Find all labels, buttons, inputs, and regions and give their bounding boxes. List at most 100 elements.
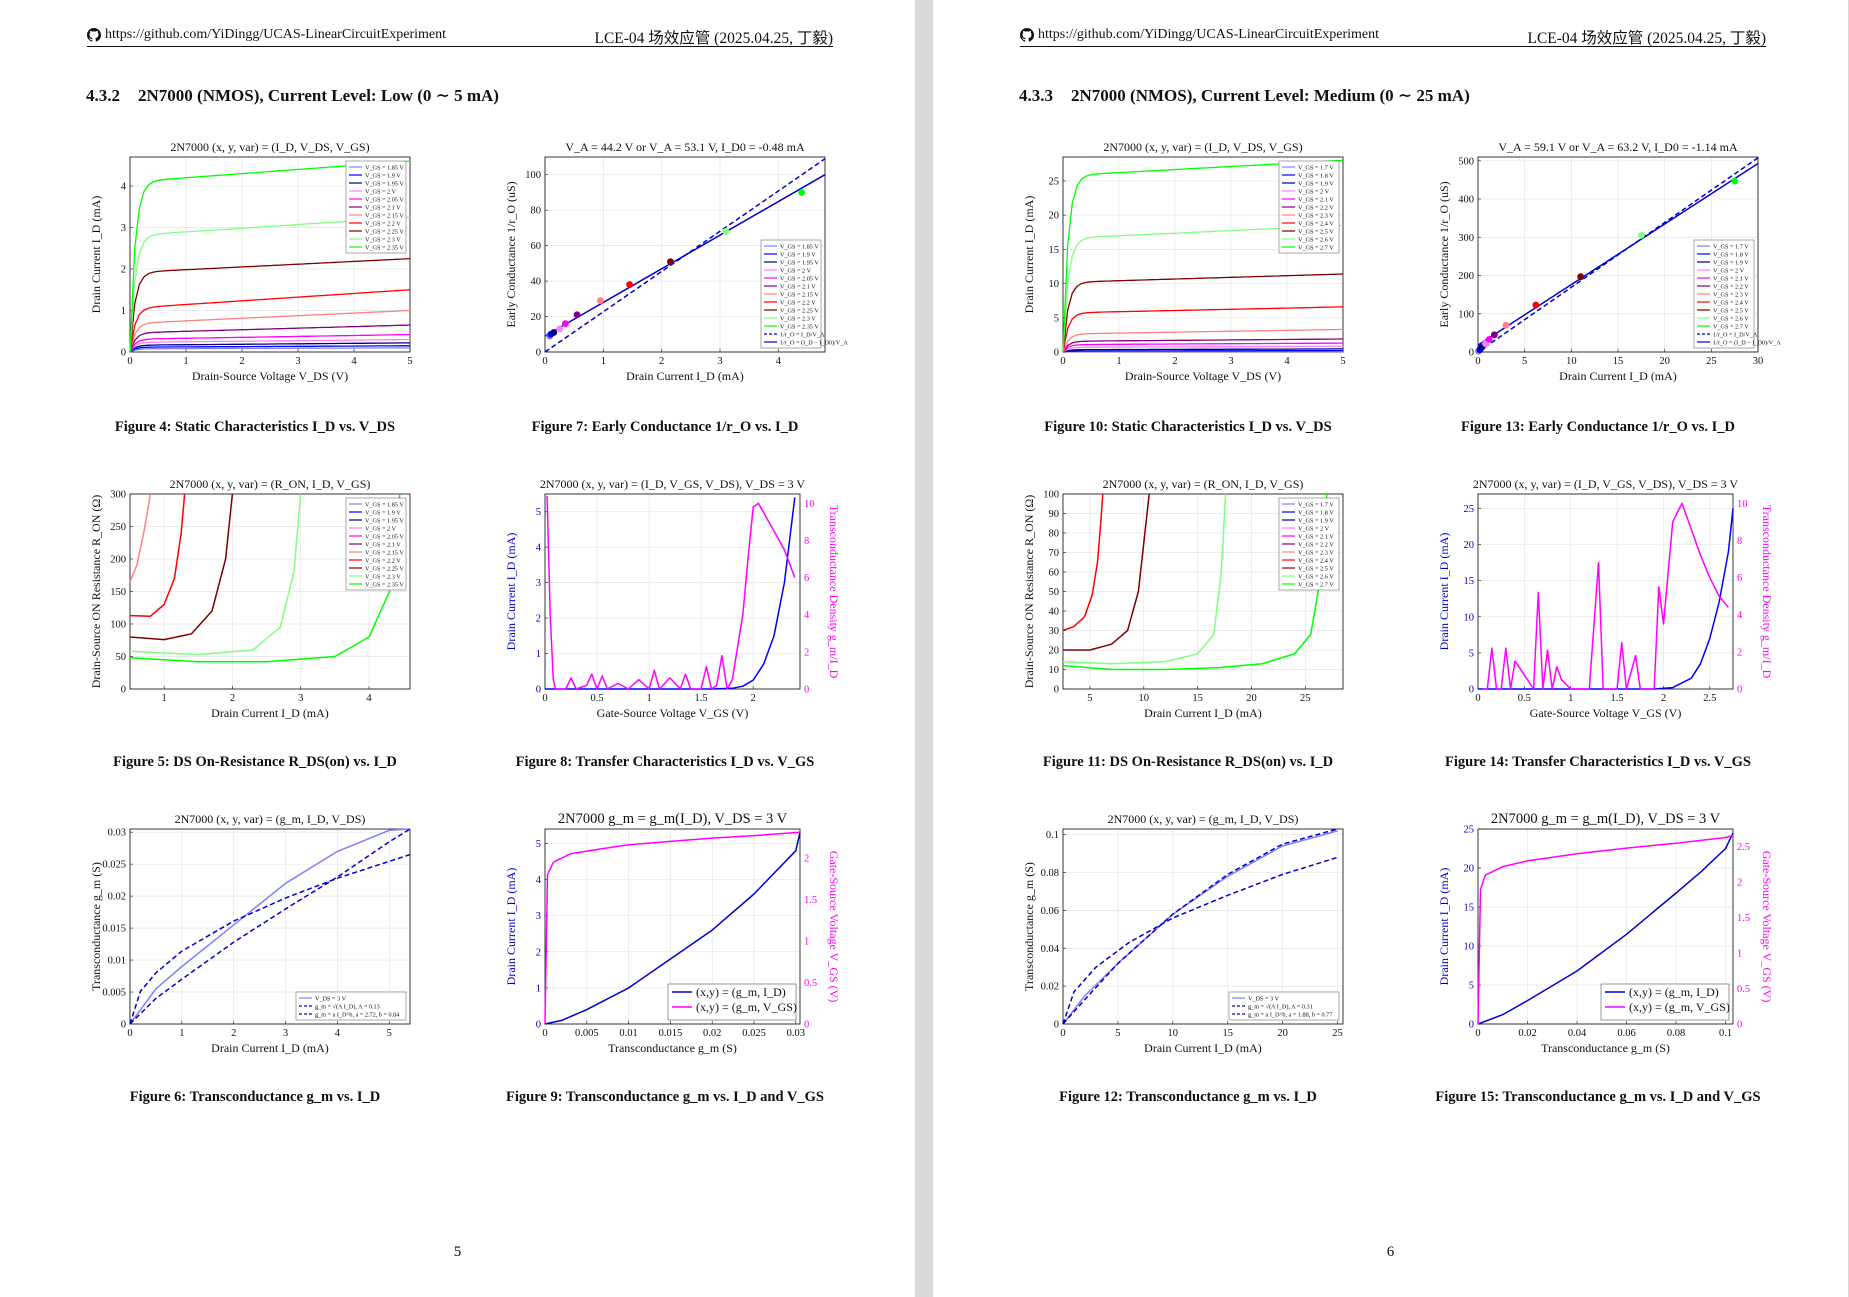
legend: V_GS = 1.7 VV_GS = 1.8 VV_GS = 1.9 VV_GS… (1278, 497, 1340, 591)
header-link[interactable]: https://github.com/YiDingg/UCAS-LinearCi… (87, 27, 446, 43)
header-link[interactable]: https://github.com/YiDingg/UCAS-LinearCi… (1020, 27, 1379, 43)
data-point (1502, 321, 1510, 329)
section-title: 2N7000 (NMOS), Current Level: Low (0 ∼ 5… (138, 86, 499, 105)
tick-label-y: 4 (121, 182, 127, 193)
section-number: 4.3.3 (1019, 86, 1053, 105)
tick-label-x: 1 (179, 1028, 184, 1039)
legend-entry: V_GS = 2 V (780, 268, 812, 275)
tick-label-x: 3 (295, 356, 300, 367)
tick-label-x: 5 (1522, 356, 1527, 367)
tick-label-x: 0 (1060, 1028, 1065, 1039)
chart-title: 2N7000 (x, y, var) = (g_m, I_D, V_DS) (175, 812, 366, 826)
series-group (1062, 493, 1328, 671)
tick-label-y2: 10 (804, 499, 815, 510)
tick-label-y: 100 (1458, 309, 1474, 320)
tick-label-y2: 8 (804, 536, 809, 547)
legend-entry: V_GS = 2 V (1713, 268, 1745, 275)
tick-label-x: 0.04 (1568, 1028, 1587, 1039)
legend-entry: V_GS = 2.2 V (1713, 284, 1749, 291)
tick-label-y: 25 (1049, 176, 1060, 187)
header-title: LCE-04 场效应管 (2025.04.25, 丁毅) (594, 30, 833, 47)
tick-label-x: 10 (1168, 1028, 1179, 1039)
tick-label-x: 4 (1284, 356, 1290, 367)
tick-label-y: 0.1 (1046, 830, 1059, 841)
chart-title: 2N7000 g_m = g_m(I_D), V_DS = 3 V (558, 811, 788, 827)
legend-entry: V_GS = 2.05 V (365, 534, 404, 541)
figure-4-chart: 0 1 2 3 4 5 0 1 2 3 4 2N7000 (x, y, var) = (I_D, V_… (89, 137, 420, 387)
legend-entry: V_GS = 1.9 V (1298, 518, 1334, 525)
legend-entry: V_GS = 2.1 V (1298, 197, 1334, 204)
section-heading: 4.3.3 2N7000 (NMOS), Current Level: Mediu… (1019, 86, 1470, 106)
legend-entry: V_GS = 2.15 V (780, 292, 819, 299)
tick-label-x: 0.5 (590, 693, 603, 704)
legend: V_GS = 1.7 VV_GS = 1.8 VV_GS = 1.9 VV_GS… (1693, 239, 1781, 349)
curve (544, 832, 801, 1025)
curve (1062, 342, 1343, 353)
tick-label-y: 0.06 (1041, 906, 1059, 917)
curve (129, 333, 411, 353)
tick-label-y: 60 (531, 241, 542, 252)
plot-frame (544, 828, 801, 1025)
tick-label-y: 0.01 (108, 956, 126, 967)
tick-label-x: 0.03 (787, 1028, 805, 1039)
tick-label-y2: 0.5 (804, 978, 817, 989)
tick-label-y: 10 (1464, 612, 1475, 623)
figure-7-caption: Figure 7: Early Conductance 1/r_O vs. I_… (531, 419, 799, 435)
y2-axis-label: Gate-Source Voltage V_GS (V) (1760, 851, 1774, 1003)
data-point (562, 320, 569, 328)
curve (1062, 856, 1338, 1025)
curve (129, 828, 411, 1025)
curve (546, 495, 796, 690)
tick-label-y2: 0 (1737, 685, 1742, 696)
tick-label-y2: 1 (804, 937, 809, 948)
tick-label-y: 2 (121, 265, 126, 276)
legend-entry: V_GS = 2.2 V (365, 558, 401, 565)
legend: V_GS = 1.85 VV_GS = 1.9 VV_GS = 1.95 VV_… (345, 160, 407, 254)
tick-label-x: 1 (162, 693, 167, 704)
tick-label-x: 1 (646, 693, 651, 704)
header-title: LCE-04 场效应管 (2025.04.25, 丁毅) (1527, 30, 1766, 47)
tick-label-y: 100 (110, 620, 126, 631)
curve (129, 493, 234, 641)
chart-title: V_A = 59.1 V or V_A = 63.2 V, I_D0 = -1.… (1498, 140, 1738, 154)
tick-label-x: 25 (1332, 1028, 1343, 1039)
tick-label-y2: 2.5 (1737, 842, 1750, 853)
github-icon (87, 28, 101, 42)
legend-entry: V_GS = 2.2 V (1298, 205, 1334, 212)
tick-label-y: 20 (1049, 211, 1060, 222)
running-header: https://github.com/YiDingg/UCAS-LinearCi… (87, 26, 833, 47)
legend-entry: V_GS = 1.95 V (365, 518, 404, 525)
legend-entry: V_GS = 2.7 V (1298, 245, 1334, 252)
legend: V_GS = 1.85 VV_GS = 1.9 VV_GS = 1.95 VV_… (760, 239, 848, 349)
page-number: 6 (1386, 1244, 1395, 1260)
data-point (1532, 301, 1540, 309)
tick-label-y: 0.005 (102, 988, 126, 999)
tick-label-x: 20 (1246, 693, 1257, 704)
tick-label-y: 0 (1469, 348, 1474, 359)
section-number: 4.3.2 (86, 86, 120, 105)
tick-label-x: 5 (407, 356, 412, 367)
tick-label-y: 50 (1049, 587, 1060, 598)
legend-entry: V_GS = 1.8 V (1713, 252, 1749, 259)
header-url[interactable]: https://github.com/YiDingg/UCAS-LinearCi… (105, 27, 447, 42)
y-axis-label: Drain Current I_D (mA) (1437, 868, 1451, 986)
figure-13-chart: 0 5 10 15 20 25 30 0 100 200 300 400 500 V_A = 59.1 V… (1437, 137, 1781, 387)
tick-label-x: 5 (1115, 1028, 1120, 1039)
curve (129, 345, 410, 353)
tick-label-y: 10 (1049, 665, 1060, 676)
y-axis-label: Drain-Source ON Resistance R_ON (Ω) (1022, 495, 1036, 689)
tick-label-x: 0 (1060, 356, 1065, 367)
curve (1062, 493, 1227, 665)
tick-label-y2: 0.5 (1737, 984, 1750, 995)
legend-entry: V_GS = 2.3 V (1298, 213, 1334, 220)
tick-label-y: 100 (525, 170, 541, 181)
legend-entry: (x,y) = (g_m, V_GS) (1629, 1000, 1730, 1014)
legend-entry: V_GS = 2.7 V (1713, 324, 1749, 331)
series-group (1475, 157, 1759, 355)
tick-label-x: 0 (1475, 356, 1480, 367)
tick-label-y: 2 (536, 947, 541, 958)
header-url[interactable]: https://github.com/YiDingg/UCAS-LinearCi… (1038, 27, 1380, 42)
y2-axis-label: Transconductance Density g_m/I_D (1760, 505, 1774, 679)
chart-title: V_A = 44.2 V or V_A = 53.1 V, I_D0 = -0.… (565, 140, 805, 154)
running-header: https://github.com/YiDingg/UCAS-LinearCi… (1020, 26, 1766, 47)
